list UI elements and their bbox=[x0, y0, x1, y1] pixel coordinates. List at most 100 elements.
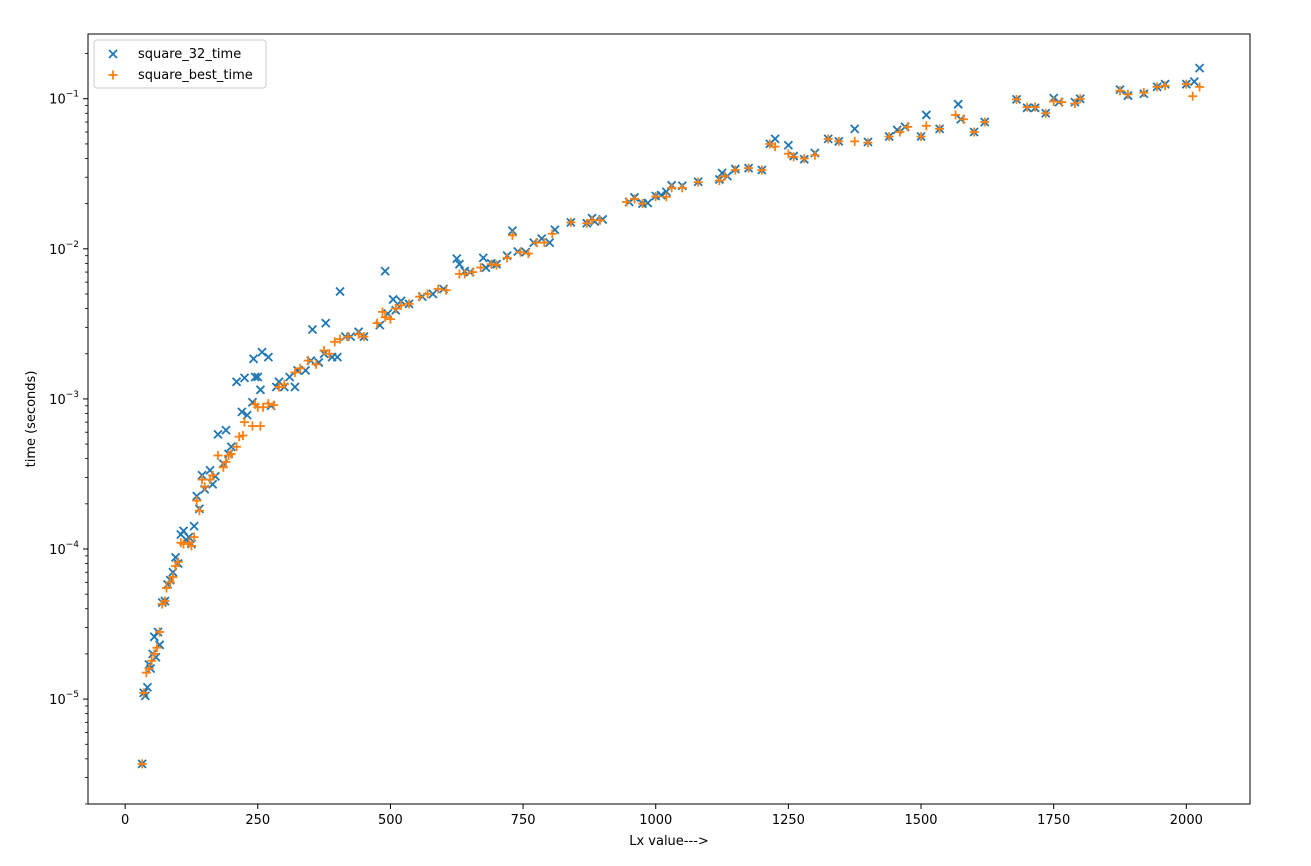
data-point bbox=[380, 266, 390, 276]
data-point bbox=[428, 289, 438, 299]
data-point bbox=[263, 352, 274, 362]
data-point bbox=[863, 138, 873, 148]
data-point bbox=[492, 260, 502, 270]
data-point bbox=[290, 382, 300, 392]
x-axis: 0 250 500 750 1000 1250 1500 1750 2000 bbox=[121, 804, 1203, 828]
data-point bbox=[1160, 81, 1170, 91]
data-point bbox=[255, 421, 265, 431]
data-point bbox=[221, 425, 231, 435]
data-point bbox=[539, 238, 549, 248]
y-tick-label: 10−4 bbox=[49, 540, 79, 558]
x-tick-label: 1750 bbox=[1037, 813, 1070, 828]
data-point bbox=[189, 532, 199, 542]
data-point bbox=[980, 117, 990, 127]
data-point bbox=[1075, 94, 1085, 104]
data-point bbox=[1152, 82, 1162, 92]
data-point bbox=[173, 557, 183, 567]
data-point bbox=[921, 121, 931, 131]
data-point bbox=[179, 539, 189, 549]
legend-marker-square-best-time bbox=[108, 70, 118, 80]
data-point bbox=[714, 176, 724, 186]
series-square-best-time bbox=[137, 79, 1205, 769]
data-point bbox=[515, 247, 525, 257]
data-point bbox=[321, 318, 331, 328]
data-point bbox=[385, 314, 395, 324]
data-point bbox=[257, 347, 267, 357]
legend-box bbox=[93, 39, 267, 89]
data-point bbox=[478, 253, 488, 263]
data-point bbox=[248, 354, 259, 364]
data-point bbox=[208, 470, 218, 480]
data-point bbox=[1070, 98, 1080, 108]
data-point bbox=[523, 249, 533, 259]
data-point bbox=[1188, 91, 1198, 101]
data-point bbox=[192, 496, 202, 506]
data-point bbox=[452, 254, 462, 264]
data-point bbox=[184, 532, 194, 542]
data-point bbox=[935, 124, 945, 134]
data-point bbox=[377, 307, 387, 317]
data-point bbox=[274, 382, 284, 392]
data-point bbox=[850, 136, 860, 146]
data-point bbox=[903, 122, 913, 132]
legend-label-square-best-time: square_best_time bbox=[138, 68, 253, 83]
plot-area-frame bbox=[87, 33, 1251, 805]
data-point bbox=[396, 300, 406, 310]
data-point bbox=[799, 153, 809, 163]
x-tick-label: 500 bbox=[378, 813, 403, 828]
data-point bbox=[388, 294, 398, 305]
data-point bbox=[789, 152, 799, 162]
data-point bbox=[239, 373, 250, 383]
x-tick-label: 750 bbox=[511, 813, 536, 828]
data-point bbox=[587, 215, 597, 225]
data-point bbox=[630, 194, 640, 204]
data-point bbox=[423, 289, 433, 299]
data-point bbox=[162, 583, 172, 593]
data-point bbox=[441, 285, 451, 295]
data-point bbox=[359, 332, 369, 342]
data-point bbox=[263, 399, 273, 409]
data-point bbox=[189, 521, 199, 531]
data-point bbox=[783, 140, 794, 150]
data-point bbox=[502, 253, 512, 263]
y-tick-label: 10−1 bbox=[49, 90, 79, 108]
data-point bbox=[720, 171, 730, 181]
data-point bbox=[884, 132, 894, 142]
legend-marker-square-32-time bbox=[108, 49, 118, 59]
data-point bbox=[1194, 63, 1205, 73]
data-point bbox=[1115, 86, 1125, 96]
data-point bbox=[1012, 94, 1022, 104]
y-tick-label: 10−5 bbox=[49, 690, 79, 708]
data-point bbox=[595, 215, 605, 225]
data-point bbox=[284, 372, 295, 382]
data-point bbox=[226, 442, 236, 452]
data-point bbox=[404, 299, 414, 309]
data-point bbox=[544, 237, 555, 248]
data-point bbox=[237, 407, 247, 417]
data-point bbox=[295, 363, 305, 373]
x-tick-label: 1000 bbox=[639, 813, 672, 828]
data-point bbox=[238, 431, 248, 441]
y-tick-label: 10−2 bbox=[49, 240, 79, 258]
data-point bbox=[231, 377, 242, 387]
data-point bbox=[1030, 102, 1040, 112]
data-point bbox=[255, 385, 266, 395]
data-point bbox=[433, 284, 443, 294]
data-point bbox=[152, 643, 162, 653]
data-point bbox=[186, 541, 196, 551]
data-point bbox=[240, 417, 250, 427]
data-point bbox=[415, 292, 425, 302]
data-point bbox=[1139, 88, 1149, 98]
data-point bbox=[139, 688, 149, 698]
data-point bbox=[137, 759, 147, 769]
data-point bbox=[507, 226, 518, 236]
data-point bbox=[1189, 77, 1199, 87]
data-point bbox=[582, 218, 592, 228]
data-point bbox=[319, 346, 329, 356]
data-point bbox=[311, 359, 321, 369]
series-square-32-time bbox=[137, 63, 1205, 769]
x-tick-label: 1500 bbox=[904, 813, 937, 828]
data-point bbox=[247, 421, 257, 431]
legend-marker-glyph bbox=[108, 49, 118, 59]
